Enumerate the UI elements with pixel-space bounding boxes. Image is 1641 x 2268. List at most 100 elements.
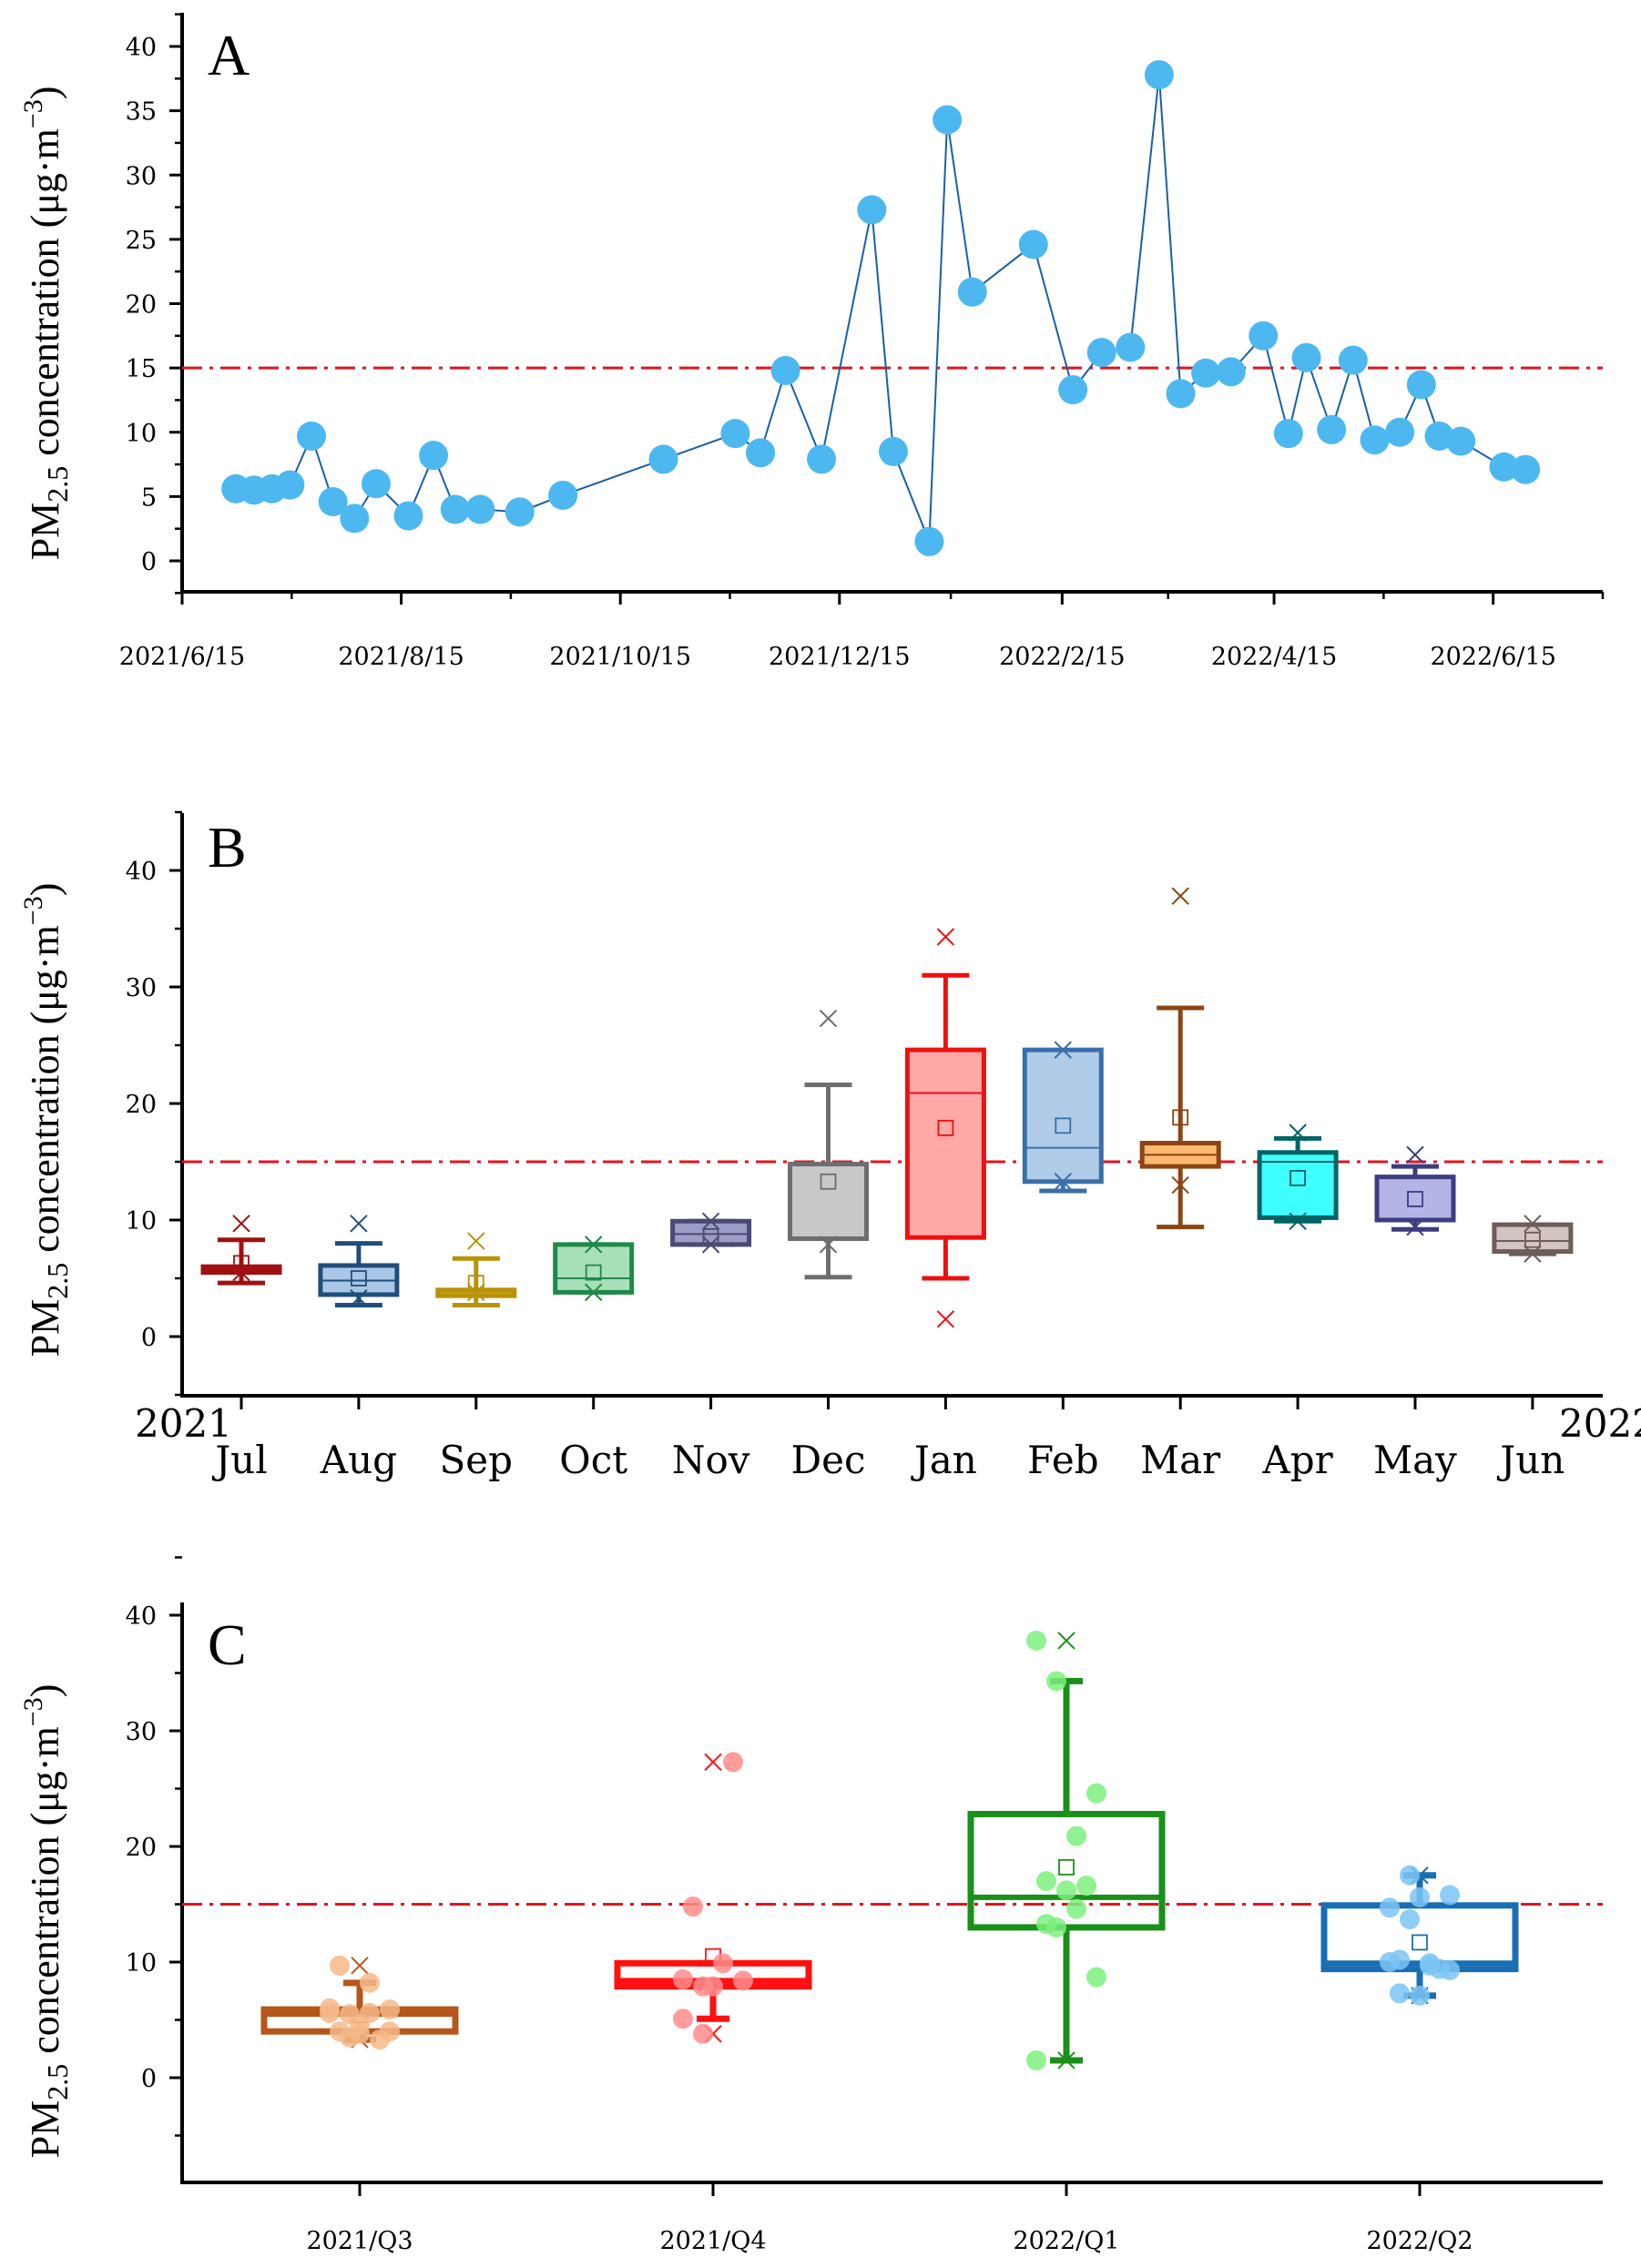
x-tick-label: 2022/Q1 <box>1013 2227 1119 2255</box>
extreme-marker <box>1406 1145 1424 1165</box>
y-tick-label: 40 <box>126 1602 157 1631</box>
panel-b-axes <box>180 813 1603 1398</box>
y-tick-label: 30 <box>126 1718 157 1746</box>
data-point <box>1338 345 1368 375</box>
mean-marker <box>1412 1934 1428 1951</box>
data-point <box>1489 452 1519 482</box>
data-point <box>1385 417 1415 447</box>
data-point <box>1249 320 1279 351</box>
jitter-point <box>673 1969 693 1990</box>
jitter-point <box>1046 1917 1066 1937</box>
mean-marker <box>1407 1191 1423 1207</box>
jitter-point <box>1086 1783 1106 1804</box>
extreme-marker <box>467 1232 485 1250</box>
extreme-marker <box>350 1289 368 1307</box>
extreme-marker <box>1406 1217 1424 1236</box>
jitter-point <box>1066 1898 1086 1919</box>
data-point <box>933 105 963 135</box>
box-rect <box>904 1047 986 1240</box>
x-tick-label: Jun <box>1496 1438 1565 1482</box>
box-rect <box>670 1218 752 1247</box>
data-point <box>505 497 535 527</box>
jitter-point <box>1400 1865 1420 1886</box>
y-tick-label: 25 <box>126 227 157 255</box>
extreme-marker <box>1289 1212 1307 1230</box>
jitter-point <box>1420 1955 1440 1976</box>
x-tick-label: 2021/8/15 <box>338 643 464 671</box>
y-tick-label: 5 <box>141 483 157 512</box>
panel-c-x-ticks: 2021/Q3 2021/Q4 2022/Q1 2022/Q2 <box>306 2182 1473 2255</box>
data-point <box>914 526 944 556</box>
data-point <box>318 487 348 517</box>
box-group <box>435 1232 517 1307</box>
jitter-point <box>320 1998 340 2019</box>
x-tick-label: Aug <box>320 1438 397 1482</box>
jitter-point <box>1380 1897 1400 1918</box>
box-group <box>1257 1124 1339 1230</box>
box-group <box>200 1215 282 1286</box>
data-point <box>857 195 887 225</box>
extreme-marker <box>1057 1632 1075 1650</box>
y-tick-label: 20 <box>126 1834 157 1862</box>
data-point <box>1446 426 1476 456</box>
mean-marker <box>1289 1170 1306 1186</box>
jitter-point <box>1046 1671 1066 1692</box>
panel-c-label: C <box>208 1612 247 1677</box>
box-group <box>614 1752 812 2044</box>
jitter-point <box>733 1970 753 1991</box>
panel-b-year-end: 2022 <box>1559 1401 1641 1446</box>
extreme-marker <box>1057 2051 1075 2070</box>
mean-marker <box>1524 1231 1541 1248</box>
jitter-point <box>330 1955 350 1976</box>
panel-c-boxes <box>260 1630 1519 2070</box>
panel-b-year-start: 2021 <box>135 1401 232 1446</box>
x-tick-label: Jul <box>211 1438 267 1482</box>
box-group <box>1022 1041 1104 1194</box>
x-tick-label: Feb <box>1027 1438 1099 1482</box>
panel-b-label: B <box>208 815 247 880</box>
panel-a-axes <box>180 13 1603 594</box>
panel-b-x-ticks: Jul Aug Sep Oct Nov Dec Jan Feb Mar Apr May Jun <box>211 1396 1565 1482</box>
box-group <box>1320 1865 1519 2006</box>
jitter-point <box>350 2023 370 2044</box>
box-rect <box>1257 1150 1339 1220</box>
mean-marker <box>1172 1109 1189 1126</box>
mean-marker <box>1055 1117 1072 1134</box>
mean-marker <box>585 1264 602 1281</box>
y-tick-label: 40 <box>126 858 157 886</box>
data-point <box>1144 60 1174 90</box>
data-point <box>1291 342 1321 372</box>
panel-b-box-chart: B PM2.5 concentration (μg·m−3) 0 10 20 30 40… <box>18 810 1641 1482</box>
y-tick-label: 0 <box>141 2065 157 2093</box>
jitter-point <box>1066 1826 1086 1846</box>
panel-c-axes <box>180 1602 1603 2184</box>
data-point <box>440 494 470 524</box>
data-point <box>807 444 837 474</box>
y-tick-label: 0 <box>141 1324 157 1352</box>
mean-marker <box>350 1270 367 1287</box>
extreme-marker <box>701 1212 720 1230</box>
x-tick-label: Nov <box>672 1438 750 1482</box>
jitter-point <box>1380 1952 1400 1972</box>
data-point <box>548 480 578 510</box>
data-point <box>393 501 423 531</box>
box-group <box>553 1236 635 1302</box>
jitter-point <box>330 2021 350 2042</box>
extreme-marker <box>704 1753 722 1771</box>
panel-a-y-axis-label: PM2.5 concentration (μg·m−3) <box>18 86 74 561</box>
jitter-point <box>1390 1983 1410 2004</box>
data-point <box>275 470 305 500</box>
data-point <box>361 469 391 499</box>
data-point <box>296 421 326 451</box>
x-tick-label: 2022/Q2 <box>1366 2227 1473 2255</box>
x-tick-label: Jan <box>911 1438 977 1482</box>
y-tick-label: 30 <box>126 974 157 1002</box>
box-rect <box>1374 1175 1456 1223</box>
data-point <box>1166 379 1196 409</box>
extreme-marker <box>936 1310 955 1328</box>
data-point <box>1086 338 1116 368</box>
extreme-marker <box>1524 1245 1542 1263</box>
x-tick-label: 2021/Q3 <box>306 2227 413 2255</box>
box-rect <box>1320 1902 1519 1973</box>
